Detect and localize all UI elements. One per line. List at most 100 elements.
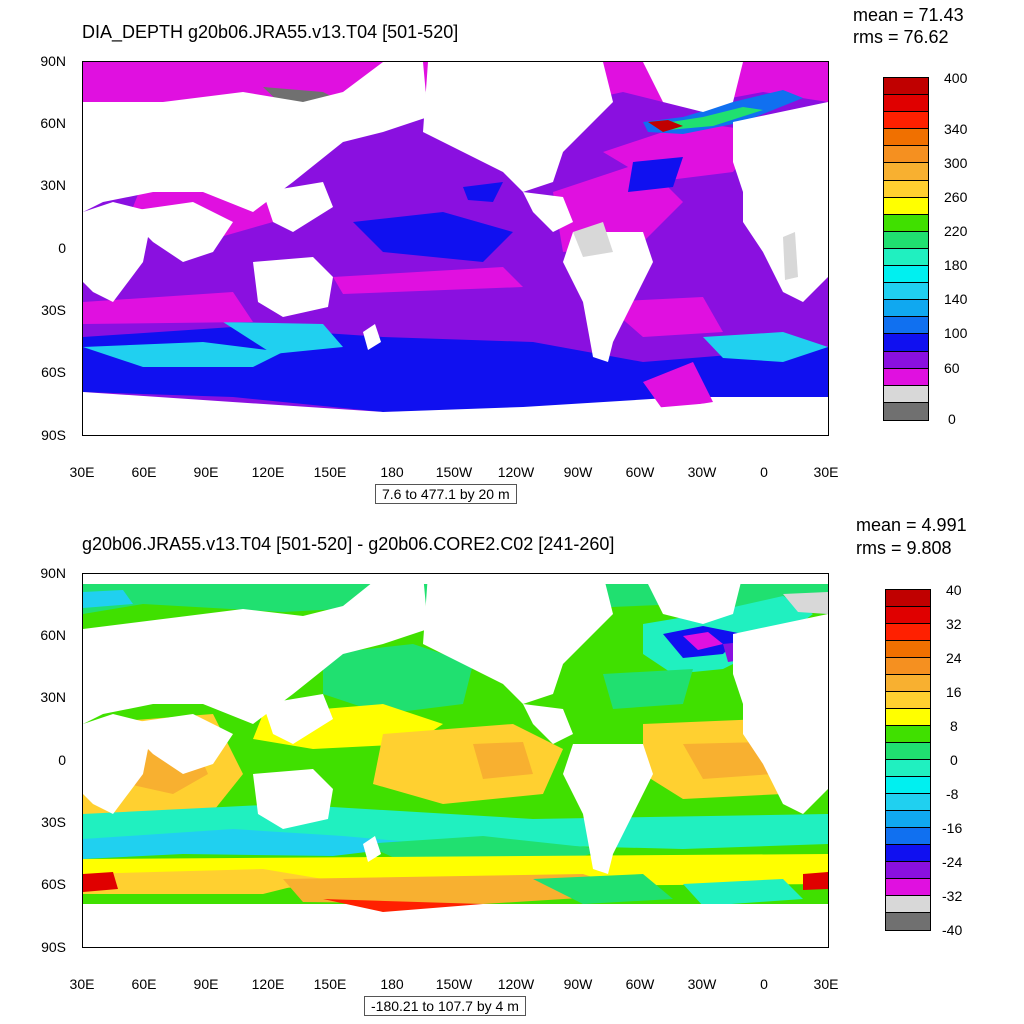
panel1-colorbar-label: 140 xyxy=(944,291,968,307)
panel2-lat-label: 0 xyxy=(58,752,66,768)
panel2-lat-label: 60N xyxy=(40,627,66,643)
colorbar-swatch xyxy=(886,692,930,709)
colorbar-swatch xyxy=(884,163,928,181)
colorbar-swatch xyxy=(884,334,928,352)
panel1-lat-label: 90S xyxy=(41,427,66,443)
panel1-lon-label: 180 xyxy=(380,464,404,480)
colorbar-swatch xyxy=(886,896,930,913)
colorbar-swatch xyxy=(886,913,930,930)
colorbar-swatch xyxy=(886,726,930,743)
colorbar-swatch xyxy=(886,641,930,658)
colorbar-swatch xyxy=(884,78,928,96)
panel1-lon-label: 60W xyxy=(625,464,655,480)
panel1-colorbar-label: 0 xyxy=(948,411,956,427)
panel1-lon-label: 90E xyxy=(193,464,219,480)
panel2-lat-label: 30S xyxy=(41,814,66,830)
panel2-colorbar-label: -8 xyxy=(946,786,959,802)
panel1-colorbar xyxy=(883,77,929,421)
colorbar-swatch xyxy=(886,590,930,607)
panel1-colorbar-label: 260 xyxy=(944,189,968,205)
panel1-title: DIA_DEPTH g20b06.JRA55.v13.T04 [501-520] xyxy=(82,22,459,42)
panel1-lon-label: 90W xyxy=(563,464,593,480)
colorbar-swatch xyxy=(884,214,928,232)
colorbar-swatch xyxy=(884,180,928,198)
colorbar-swatch xyxy=(886,709,930,726)
colorbar-swatch xyxy=(886,862,930,879)
colorbar-swatch xyxy=(886,811,930,828)
panel2-colorbar-label: 24 xyxy=(946,650,962,666)
panel2-lon-label: 60W xyxy=(625,976,655,992)
colorbar-swatch xyxy=(886,845,930,862)
colorbar-swatch xyxy=(884,368,928,386)
panel1-colorbar-label: 100 xyxy=(944,325,968,341)
panel1-lat-label: 90N xyxy=(40,53,66,69)
colorbar-swatch xyxy=(884,197,928,215)
panel1-colorbar-label: 220 xyxy=(944,223,968,239)
panel2-lat-label: 60S xyxy=(41,876,66,892)
panel1-colorbar-label: 60 xyxy=(944,360,960,376)
panel1-colorbar-label: 180 xyxy=(944,257,968,273)
panel2-colorbar-label: 40 xyxy=(946,582,962,598)
colorbar-swatch xyxy=(884,402,928,420)
colorbar-swatch xyxy=(884,129,928,147)
panel2-lon-label: 30W xyxy=(687,976,717,992)
colorbar-swatch xyxy=(884,146,928,164)
panel2-colorbar xyxy=(885,589,931,931)
panel2-rms: rms = 9.808 xyxy=(856,538,952,558)
panel2-colorbar-label: 16 xyxy=(946,684,962,700)
panel2-colorbar-label: -24 xyxy=(942,854,963,870)
panel1-colorbar-label: 400 xyxy=(944,70,968,86)
panel2-lat-label: 90S xyxy=(41,939,66,955)
panel2-lon-label: 150W xyxy=(435,976,473,992)
panel2-mean: mean = 4.991 xyxy=(856,515,967,535)
panel1-lon-label: 120W xyxy=(497,464,535,480)
panel2-lon-label: 0 xyxy=(760,976,768,992)
panel1-lon-label: 30W xyxy=(687,464,717,480)
panel1-lon-label: 60E xyxy=(131,464,157,480)
panel1-lat-label: 60N xyxy=(40,115,66,131)
panel1-lat-label: 30N xyxy=(40,177,66,193)
colorbar-swatch xyxy=(886,879,930,896)
panel2-lon-label: 120E xyxy=(251,976,285,992)
colorbar-swatch xyxy=(884,248,928,267)
panel2-lat-label: 30N xyxy=(40,689,66,705)
panel1-lon-label: 30E xyxy=(69,464,95,480)
panel1-lon-label: 30E xyxy=(813,464,839,480)
panel2-colorbar-label: 0 xyxy=(950,752,958,768)
panel1-lat-label: 60S xyxy=(41,364,66,380)
colorbar-swatch xyxy=(884,231,928,249)
panel2-colorbar-label: 8 xyxy=(950,718,958,734)
panel2-lat-label: 90N xyxy=(40,565,66,581)
panel1-colorbar-label: 300 xyxy=(944,155,968,171)
panel2-colorbar-label: -40 xyxy=(942,922,963,938)
panel2-lon-label: 60E xyxy=(131,976,157,992)
panel2-colorbar-label: -16 xyxy=(942,820,963,836)
panel2-lon-label: 120W xyxy=(497,976,535,992)
panel2-lon-label: 90W xyxy=(563,976,593,992)
panel1-lat-label: 0 xyxy=(58,240,66,256)
panel2-lon-label: 30E xyxy=(69,976,95,992)
panel1-lon-label: 0 xyxy=(760,464,768,480)
colorbar-swatch xyxy=(884,112,928,130)
colorbar-swatch xyxy=(884,283,928,301)
panel1-mean: mean = 71.43 xyxy=(853,5,964,25)
panel1-lon-label: 150E xyxy=(313,464,347,480)
panel2-lon-label: 30E xyxy=(813,976,839,992)
panel2-lon-label: 150E xyxy=(313,976,347,992)
colorbar-swatch xyxy=(886,828,930,845)
panel1-lon-label: 150W xyxy=(435,464,473,480)
colorbar-swatch xyxy=(884,300,928,318)
panel2-lon-label: 90E xyxy=(193,976,219,992)
colorbar-swatch xyxy=(886,743,930,760)
colorbar-swatch xyxy=(884,317,928,335)
colorbar-swatch xyxy=(886,658,930,675)
colorbar-swatch xyxy=(886,794,930,811)
panel1-map xyxy=(82,61,829,436)
panel2-colorbar-label: 32 xyxy=(946,616,962,632)
panel2-colorbar-label: -32 xyxy=(942,888,963,904)
panel2-range-box: -180.21 to 107.7 by 4 m xyxy=(364,996,526,1016)
colorbar-swatch xyxy=(884,266,928,284)
panel1-lon-label: 120E xyxy=(251,464,285,480)
colorbar-swatch xyxy=(884,351,928,369)
colorbar-swatch xyxy=(886,675,930,692)
